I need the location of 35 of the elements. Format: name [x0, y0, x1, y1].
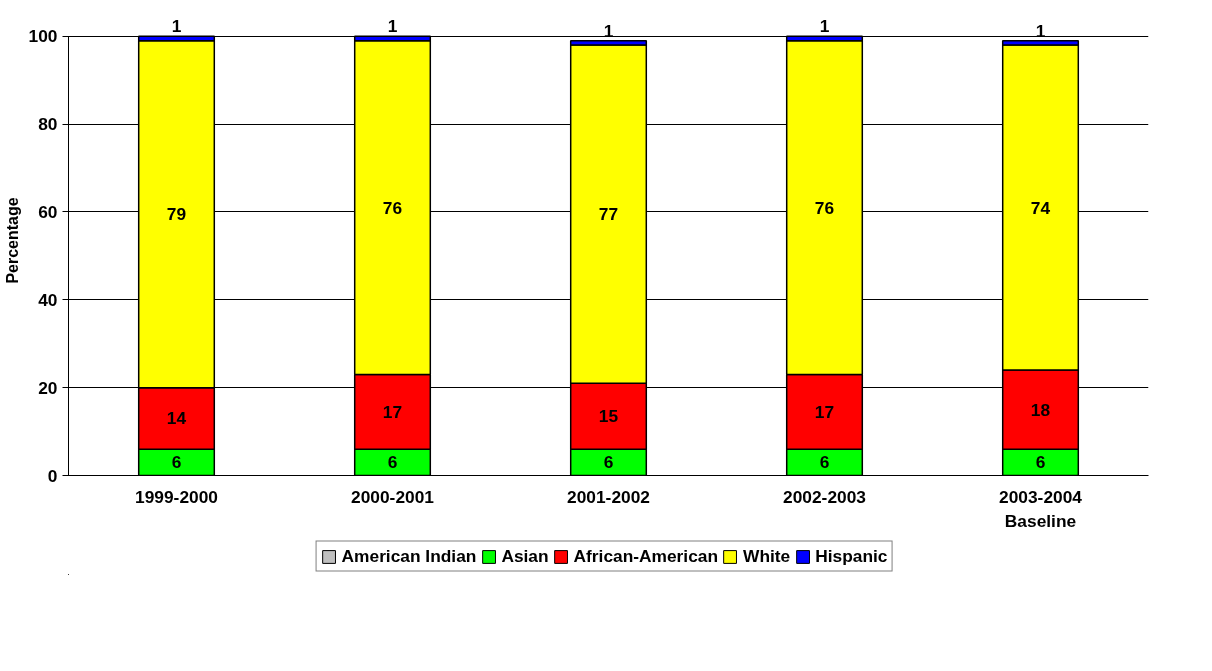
y-tick-label: 100: [28, 26, 58, 47]
data-label: 6: [603, 452, 614, 473]
data-label: 77: [598, 204, 619, 225]
data-label: 1: [387, 16, 398, 37]
data-label: 74: [1030, 197, 1051, 218]
data-label: 14: [166, 408, 187, 429]
y-tick-label: 20: [38, 377, 58, 398]
y-tick-label: 80: [38, 114, 58, 135]
legend-label: African-American: [573, 545, 719, 567]
data-label: 17: [814, 401, 835, 422]
data-label: 1: [819, 16, 830, 37]
data-label: 17: [382, 401, 403, 422]
legend-label: American Indian: [341, 545, 477, 567]
y-tick-label: 60: [38, 201, 58, 222]
x-tick-label: 2002-2003: [783, 486, 867, 507]
data-label: 1: [171, 16, 182, 37]
data-label: 79: [166, 204, 187, 225]
x-tick-label: 2003-2004 Baseline: [999, 486, 1083, 531]
x-tick-label: 1999-2000: [135, 486, 218, 507]
x-tick-label: 2000-2001: [351, 486, 435, 507]
legend-label: White: [743, 545, 791, 567]
data-label: 6: [819, 452, 830, 473]
data-label: 18: [1030, 399, 1051, 420]
y-tick-label: 40: [38, 289, 58, 310]
data-label: 6: [387, 452, 398, 473]
x-tick-label: 2001-2002: [567, 486, 650, 507]
y-axis-title: Percentage: [3, 197, 21, 284]
data-label: 76: [382, 197, 403, 218]
legend-label: Hispanic: [815, 545, 888, 567]
y-tick-label: 0: [47, 465, 58, 486]
data-label: 76: [814, 197, 835, 218]
legend-label: Asian: [501, 545, 549, 567]
data-label: 6: [1035, 452, 1046, 473]
data-label: 6: [171, 452, 182, 473]
data-label: 15: [598, 406, 619, 427]
